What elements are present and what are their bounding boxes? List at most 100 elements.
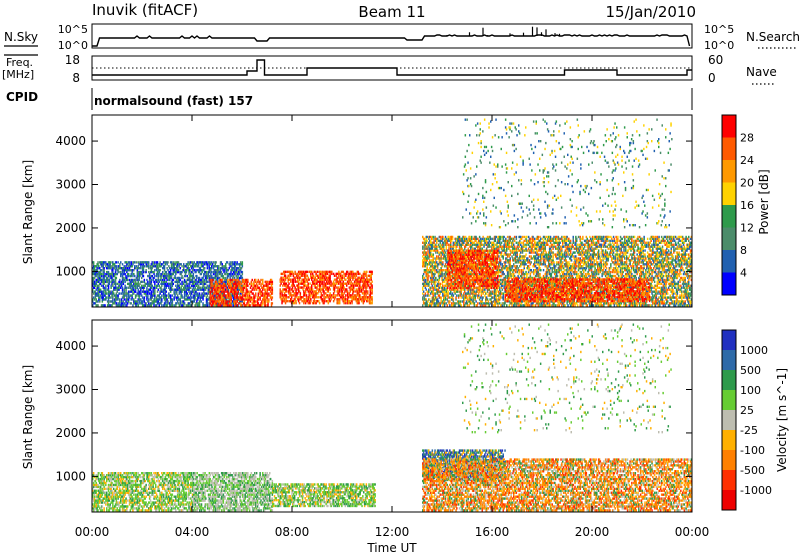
heatmap-cell [437,280,440,284]
heatmap-cell [271,292,274,295]
heatmap-cell [200,261,202,264]
heatmap-cell [136,269,139,272]
heatmap-cell [92,298,94,301]
heatmap-cell [118,304,120,307]
heatmap-cell [268,286,270,289]
heatmap-cell [94,282,97,286]
heatmap-cell [180,296,182,299]
heatmap-cell [343,274,345,277]
heatmap-cell [221,265,223,268]
heatmap-cell [163,304,166,307]
heatmap-cell [471,269,473,272]
heatmap-cell [141,296,144,299]
heatmap-cell [246,278,248,282]
heatmap-cell [427,272,429,276]
heatmap-cell [476,290,478,293]
heatmap-cell [227,282,229,286]
heatmap-cell [270,282,273,286]
heatmap-cell [460,296,462,299]
beam-title: Beam 11 [358,3,425,21]
heatmap-cell [175,280,177,284]
heatmap-cell [290,298,293,301]
heatmap-cell [109,263,111,266]
heatmap-cell [143,284,146,287]
heatmap-cell [436,241,438,244]
heatmap-cell [433,267,435,270]
heatmap-cell [367,290,369,293]
heatmap-cell [203,269,205,272]
heatmap-cell [303,298,305,301]
heatmap-cell [444,294,447,297]
heatmap-cell [113,263,115,266]
heatmap-cell [364,298,366,301]
heatmap-cell [222,280,224,284]
heatmap-cell [321,294,323,297]
heatmap-cell [154,298,156,301]
heatmap-cell [119,292,121,295]
heatmap-cell [452,298,455,301]
heatmap-cell [159,290,161,293]
heatmap-cell [431,270,434,274]
heatmap-cell [191,290,194,293]
heatmap-cell [218,296,220,299]
heatmap-cell [283,288,285,291]
heatmap-cell [314,302,316,305]
heatmap-cell [318,270,321,274]
heatmap-cell [169,269,172,272]
heatmap-cell [324,298,326,301]
heatmap-cell [93,290,96,293]
heatmap-cell [203,304,205,307]
heatmap-cell [433,278,435,282]
heatmap-cell [136,302,139,305]
heatmap-cell [457,249,459,252]
heatmap-cell [442,235,444,239]
heatmap-cell [462,253,464,256]
heatmap-cell [241,280,244,284]
heatmap-cell [109,265,111,268]
heatmap-cell [147,292,149,295]
heatmap-cell [438,239,441,243]
heatmap-cell [217,265,219,268]
heatmap-cell [148,265,150,268]
heatmap-cell [443,276,446,280]
heatmap-cell [469,300,471,303]
heatmap-cell [159,272,161,276]
heatmap-cell [146,304,148,307]
heatmap-cell [169,270,171,274]
heatmap-cell [234,282,236,286]
heatmap-cell [286,276,288,279]
heatmap-cell [338,282,340,285]
heatmap-cell [442,304,444,307]
heatmap-cell [140,292,142,295]
heatmap-cell [440,270,442,274]
heatmap-cell [215,274,217,278]
heatmap-cell [178,278,181,282]
heatmap-cell [437,243,440,246]
heatmap-cell [232,270,235,274]
cpid-value: normalsound (fast) 157 [94,94,253,108]
heatmap-cell [215,294,218,297]
heatmap-cell [162,288,165,291]
heatmap-cell [362,282,365,285]
heatmap-cell [195,269,197,272]
heatmap-cell [269,278,272,282]
heatmap-cell [337,288,339,291]
heatmap-cell [245,288,247,291]
heatmap-cell [468,269,470,272]
heatmap-cell [133,302,135,305]
heatmap-cell [183,292,186,295]
heatmap-cell [424,241,427,244]
heatmap-cell [237,272,239,276]
heatmap-cell [128,263,131,266]
heatmap-cell [232,294,235,297]
heatmap-cell [146,278,148,282]
heatmap-cell [362,286,365,289]
heatmap-cell [213,302,216,305]
heatmap-cell [222,269,224,272]
heatmap-cell [166,278,168,282]
heatmap-cell [469,302,471,305]
heatmap-cell [253,288,255,291]
heatmap-cell [298,276,301,279]
heatmap-cell [443,241,445,244]
heatmap-cell [312,276,315,279]
